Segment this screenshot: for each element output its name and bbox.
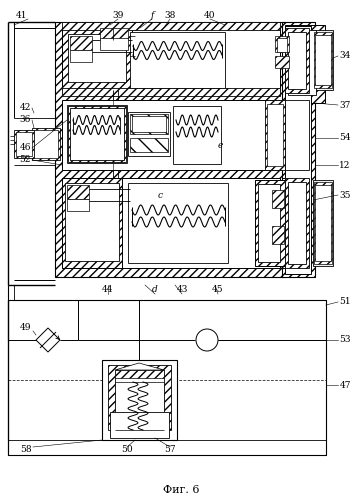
Text: f: f	[150, 12, 154, 20]
Bar	[110, 412, 169, 438]
Text: e: e	[217, 140, 223, 149]
Bar	[62, 22, 280, 30]
Text: 40: 40	[204, 12, 216, 20]
Bar	[68, 106, 126, 162]
Bar	[100, 28, 128, 40]
Bar	[314, 32, 332, 88]
Bar	[132, 116, 166, 132]
Text: d: d	[152, 286, 158, 294]
Bar	[130, 138, 168, 152]
Circle shape	[196, 329, 218, 351]
Bar	[313, 30, 333, 90]
Bar	[285, 28, 309, 93]
Text: 43: 43	[176, 286, 188, 294]
Bar	[282, 178, 310, 268]
Bar	[128, 183, 228, 263]
Text: 57: 57	[164, 446, 176, 454]
Bar	[282, 22, 315, 277]
Bar	[258, 184, 280, 262]
Text: 41: 41	[16, 12, 28, 20]
Text: 46: 46	[19, 144, 31, 152]
Bar	[285, 182, 305, 264]
Bar	[67, 199, 89, 211]
Text: 51: 51	[339, 298, 351, 306]
Text: 49: 49	[20, 324, 32, 332]
Bar	[65, 183, 119, 261]
Bar	[285, 25, 325, 103]
Bar	[272, 190, 284, 208]
Text: 53: 53	[339, 336, 351, 344]
Bar	[115, 370, 164, 425]
Bar	[128, 112, 170, 156]
Bar	[68, 34, 126, 82]
Bar	[34, 130, 58, 158]
Bar	[313, 180, 333, 266]
Bar	[314, 182, 332, 264]
Bar	[16, 132, 32, 156]
Bar	[55, 22, 285, 277]
Bar	[62, 28, 280, 90]
Bar	[275, 36, 289, 52]
Bar	[14, 130, 34, 158]
Bar	[67, 185, 89, 199]
Bar	[275, 56, 289, 68]
Text: 54: 54	[339, 134, 351, 142]
Text: 38: 38	[164, 12, 176, 20]
Bar	[277, 38, 287, 52]
Bar	[285, 100, 309, 170]
Bar	[115, 370, 164, 378]
Text: 39: 39	[112, 12, 124, 20]
Text: 50: 50	[121, 446, 133, 454]
Bar	[130, 32, 225, 88]
Bar	[315, 185, 331, 261]
Text: 12: 12	[339, 160, 351, 170]
Bar	[108, 365, 171, 430]
Bar	[285, 26, 311, 274]
Bar	[62, 100, 280, 170]
Bar	[62, 178, 280, 268]
Bar	[272, 226, 284, 244]
Bar	[288, 182, 306, 264]
Text: 36: 36	[19, 116, 31, 124]
Text: 58: 58	[20, 446, 32, 454]
Text: c: c	[157, 190, 162, 200]
Text: 52: 52	[19, 156, 31, 164]
Bar	[285, 178, 309, 268]
Bar	[100, 38, 128, 50]
Bar	[173, 106, 221, 164]
Bar	[288, 32, 306, 89]
Bar	[62, 178, 122, 268]
Bar	[265, 100, 285, 170]
Bar	[62, 88, 280, 96]
Text: 34: 34	[339, 52, 351, 60]
Bar	[288, 30, 316, 95]
Polygon shape	[115, 363, 164, 370]
Bar	[70, 108, 124, 160]
Text: Фиг. 6: Фиг. 6	[163, 485, 199, 495]
Text: 37: 37	[339, 100, 351, 110]
Bar	[315, 35, 331, 85]
Text: 45: 45	[212, 286, 224, 294]
Bar	[32, 128, 60, 160]
Bar	[62, 28, 132, 90]
Bar	[102, 360, 177, 440]
Bar	[67, 105, 127, 163]
Bar	[8, 300, 326, 455]
Text: 42: 42	[19, 104, 31, 112]
Bar	[70, 36, 92, 50]
Text: 44: 44	[102, 286, 114, 294]
Bar	[70, 50, 92, 62]
Bar	[255, 180, 285, 266]
Text: 47: 47	[339, 380, 351, 390]
Text: 35: 35	[339, 190, 351, 200]
Bar	[267, 104, 283, 166]
Bar	[130, 114, 168, 134]
